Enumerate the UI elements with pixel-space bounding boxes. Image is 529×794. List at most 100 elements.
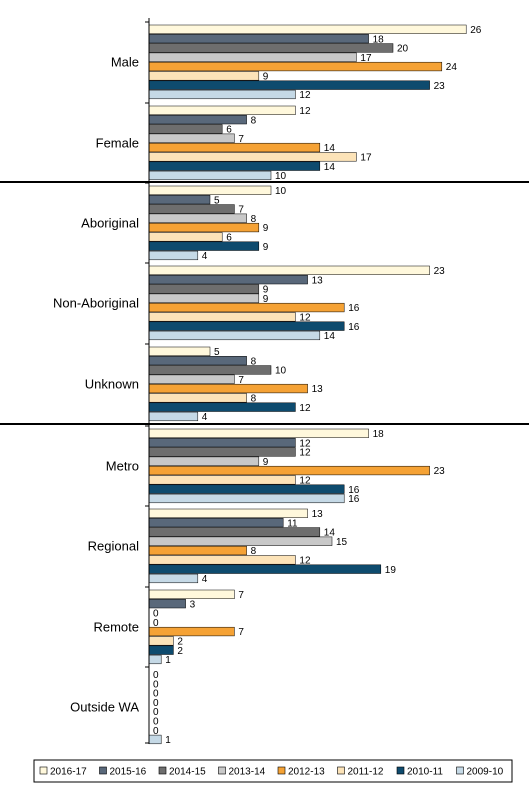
value-label-female-2014-15: 6 (226, 125, 232, 136)
value-label-remote-2014-15: 0 (153, 609, 159, 620)
bar-unknown-2014-15 (148, 365, 272, 375)
bar-non-aboriginal-2012-13 (148, 302, 345, 313)
value-label-male-2013-14: 17 (360, 53, 372, 64)
value-label-unknown-2009-10: 4 (202, 412, 208, 423)
bar-non-aboriginal-2010-11 (148, 321, 345, 331)
bar-unknown-2012-13 (148, 383, 308, 394)
value-label-metro-2009-10: 16 (348, 494, 360, 505)
legend-swatch-2009-10 (456, 766, 464, 775)
legend-label-2013-14: 2013-14 (229, 767, 266, 778)
value-label-outside-wa-2009-10: 1 (165, 735, 171, 746)
bar-female-2012-13 (148, 142, 321, 153)
value-label-remote-2013-14: 0 (153, 618, 159, 629)
value-label-unknown-2015-16: 8 (251, 356, 257, 367)
legend-swatch-2010-11 (396, 766, 405, 775)
legend-label-2015-16: 2015-16 (110, 767, 147, 778)
bar-non-aboriginal-2013-14 (148, 293, 260, 303)
bar-regional-2013-14 (148, 536, 333, 546)
legend-label-2014-15: 2014-15 (169, 767, 206, 778)
value-label-aboriginal-2015-16: 5 (214, 195, 220, 206)
value-label-regional-2010-11: 19 (385, 565, 397, 576)
legend-label-2011-12: 2011-12 (348, 767, 384, 778)
bar-regional-2014-15 (148, 527, 321, 537)
bar-aboriginal-2011-12 (148, 232, 223, 242)
value-label-regional-2009-10: 4 (202, 574, 208, 585)
bar-male-2010-11 (148, 80, 430, 90)
category-label-metro: Metro (106, 459, 139, 474)
bar-remote-2009-10 (148, 654, 162, 665)
value-label-remote-2009-10: 1 (165, 655, 171, 666)
legend-swatch-2012-13 (277, 766, 286, 775)
value-label-unknown-2011-12: 8 (251, 394, 257, 405)
legend: 2016-17 2015-16 2014-15 2013-14 2012-13 2011-… (33, 759, 513, 783)
category-label-outside-wa: Outside WA (70, 700, 139, 715)
bar-aboriginal-2015-16 (148, 195, 211, 205)
bar-unknown-2011-12 (148, 393, 247, 403)
value-label-remote-2016-17: 7 (238, 590, 244, 601)
bar-unknown-2013-14 (148, 374, 235, 384)
value-label-female-2016-17: 12 (299, 106, 311, 117)
bar-aboriginal-2009-10 (148, 250, 199, 261)
value-label-male-2014-15: 20 (397, 44, 409, 55)
legend-swatch-2011-12 (337, 766, 345, 775)
value-label-outside-wa-2012-13: 0 (153, 707, 159, 718)
value-label-unknown-2013-14: 7 (238, 375, 244, 386)
bar-remote-2010-11 (148, 645, 174, 655)
legend-box (33, 759, 513, 783)
value-label-outside-wa-2010-11: 0 (153, 726, 159, 737)
value-label-aboriginal-2016-17: 10 (275, 186, 287, 197)
value-label-regional-2015-16: 11 (287, 518, 298, 529)
value-label-female-2009-10: 10 (275, 171, 287, 182)
legend-swatch-2015-16 (99, 766, 107, 775)
value-label-metro-2016-17: 18 (373, 429, 385, 440)
category-label-regional: Regional (88, 539, 139, 554)
value-label-female-2012-13: 14 (324, 143, 336, 154)
bar-regional-2015-16 (148, 518, 284, 528)
value-label-metro-2012-13: 23 (434, 466, 446, 477)
value-label-non-aboriginal-2012-13: 16 (348, 303, 360, 314)
category-label-female: Female (96, 136, 139, 151)
bar-metro-2016-17 (148, 428, 369, 438)
value-label-remote-2015-16: 3 (190, 599, 196, 610)
value-label-remote-2012-13: 7 (238, 627, 244, 638)
value-label-non-aboriginal-2015-16: 13 (312, 275, 324, 286)
value-label-unknown-2010-11: 12 (299, 403, 311, 414)
bar-male-2014-15 (148, 43, 394, 53)
bar-aboriginal-2014-15 (148, 204, 235, 214)
value-label-aboriginal-2013-14: 8 (251, 214, 257, 225)
bar-female-2013-14 (148, 133, 235, 143)
category-label-remote: Remote (93, 620, 139, 635)
bar-metro-2011-12 (148, 475, 296, 485)
value-label-male-2009-10: 12 (299, 90, 311, 101)
value-label-non-aboriginal-2011-12: 12 (299, 313, 311, 324)
bar-metro-2012-13 (148, 465, 430, 476)
value-label-male-2010-11: 23 (434, 81, 446, 92)
value-label-regional-2012-13: 8 (251, 546, 257, 557)
legend-label-2009-10: 2009-10 (467, 767, 504, 778)
bar-male-2016-17 (148, 24, 467, 34)
bar-aboriginal-2012-13 (148, 222, 260, 233)
value-label-outside-wa-2014-15: 0 (153, 689, 159, 700)
value-label-non-aboriginal-2016-17: 23 (434, 266, 446, 277)
bar-non-aboriginal-2009-10 (148, 330, 321, 341)
bar-metro-2010-11 (148, 484, 345, 494)
bar-non-aboriginal-2014-15 (148, 284, 260, 294)
value-label-non-aboriginal-2014-15: 9 (263, 285, 269, 296)
plot-area: 261820172492312Male1286714171410Female10… (0, 18, 529, 746)
bar-remote-2011-12 (148, 636, 174, 646)
category-label-non-aboriginal: Non-Aboriginal (53, 296, 139, 311)
bar-unknown-2010-11 (148, 402, 296, 412)
value-label-female-2010-11: 14 (324, 162, 336, 173)
bar-remote-2016-17 (148, 589, 235, 599)
value-label-outside-wa-2013-14: 0 (153, 698, 159, 709)
value-label-aboriginal-2010-11: 9 (263, 242, 269, 253)
bar-regional-2010-11 (148, 564, 382, 574)
value-label-metro-2013-14: 9 (263, 457, 269, 468)
category-label-unknown: Unknown (85, 377, 139, 392)
bar-male-2015-16 (148, 34, 369, 44)
bar-remote-2012-13 (148, 626, 235, 637)
bar-metro-2013-14 (148, 456, 260, 466)
value-label-male-2011-12: 9 (263, 72, 269, 83)
bar-regional-2009-10 (148, 573, 199, 584)
bar-regional-2016-17 (148, 508, 308, 518)
